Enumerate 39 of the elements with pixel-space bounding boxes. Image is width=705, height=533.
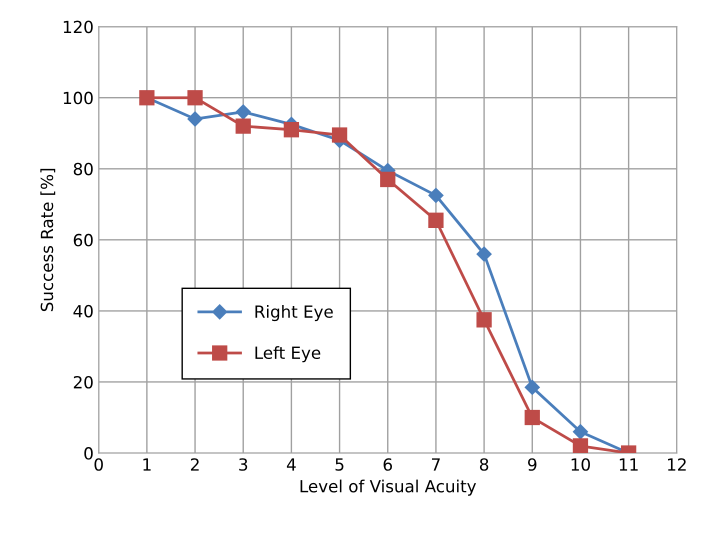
x-tick-label: 10 — [572, 458, 590, 471]
point — [187, 111, 203, 127]
point — [524, 410, 540, 426]
legend-label: Right Eye — [255, 305, 333, 322]
y-tick-label: 100 — [64, 92, 93, 104]
x-tick-label: 8 — [480, 458, 488, 471]
point — [284, 122, 300, 138]
point — [187, 90, 203, 106]
x-tick-label: 1 — [143, 458, 151, 471]
x-tick-label: 0 — [94, 458, 103, 471]
point — [476, 246, 492, 262]
y-tick-label: 0 — [84, 447, 93, 460]
point — [380, 172, 396, 188]
x-tick-label: 9 — [528, 458, 536, 471]
x-tick-label: 4 — [286, 458, 296, 471]
x-tick-label: 5 — [336, 458, 344, 471]
point — [572, 438, 588, 454]
point — [236, 104, 251, 120]
point — [332, 127, 348, 143]
point — [572, 424, 588, 440]
point — [476, 312, 492, 328]
x-axis-title: Level of Visual Acuity — [300, 480, 476, 496]
y-tick-label: 60 — [74, 234, 93, 246]
point — [236, 118, 251, 134]
y-tick-label: 40 — [73, 304, 93, 318]
y-axis-title: Success Rate [%] — [40, 168, 56, 312]
x-tick-label: 6 — [384, 458, 392, 471]
point — [428, 212, 444, 228]
point — [428, 188, 444, 204]
x-tick-label: 12 — [668, 458, 686, 471]
x-tick-label: 3 — [239, 458, 248, 471]
point — [524, 380, 540, 395]
y-tick-label: 120 — [64, 20, 93, 34]
legend-label: Left Eye — [255, 346, 320, 362]
x-tick-label: 2 — [190, 458, 199, 471]
x-tick-label: 7 — [432, 458, 440, 471]
x-tick-label: 11 — [620, 458, 638, 471]
y-tick-label: 20 — [74, 376, 93, 389]
y-tick-label: 80 — [74, 162, 93, 176]
